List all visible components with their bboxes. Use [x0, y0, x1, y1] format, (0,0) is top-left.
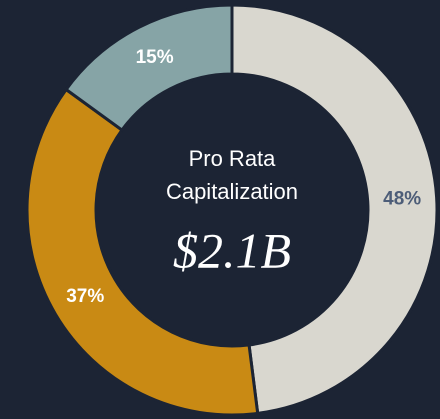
- center-value: $2.1B: [173, 222, 291, 278]
- center-label-line: Pro Rata: [189, 146, 277, 171]
- slice: [230, 3, 439, 416]
- slice: [25, 87, 260, 417]
- data-label: 48%: [383, 188, 421, 209]
- slice: [64, 3, 234, 133]
- slices: [25, 3, 439, 417]
- center-label-line: Capitalization: [166, 179, 298, 204]
- data-label: 37%: [66, 286, 104, 307]
- data-label: 15%: [136, 47, 174, 68]
